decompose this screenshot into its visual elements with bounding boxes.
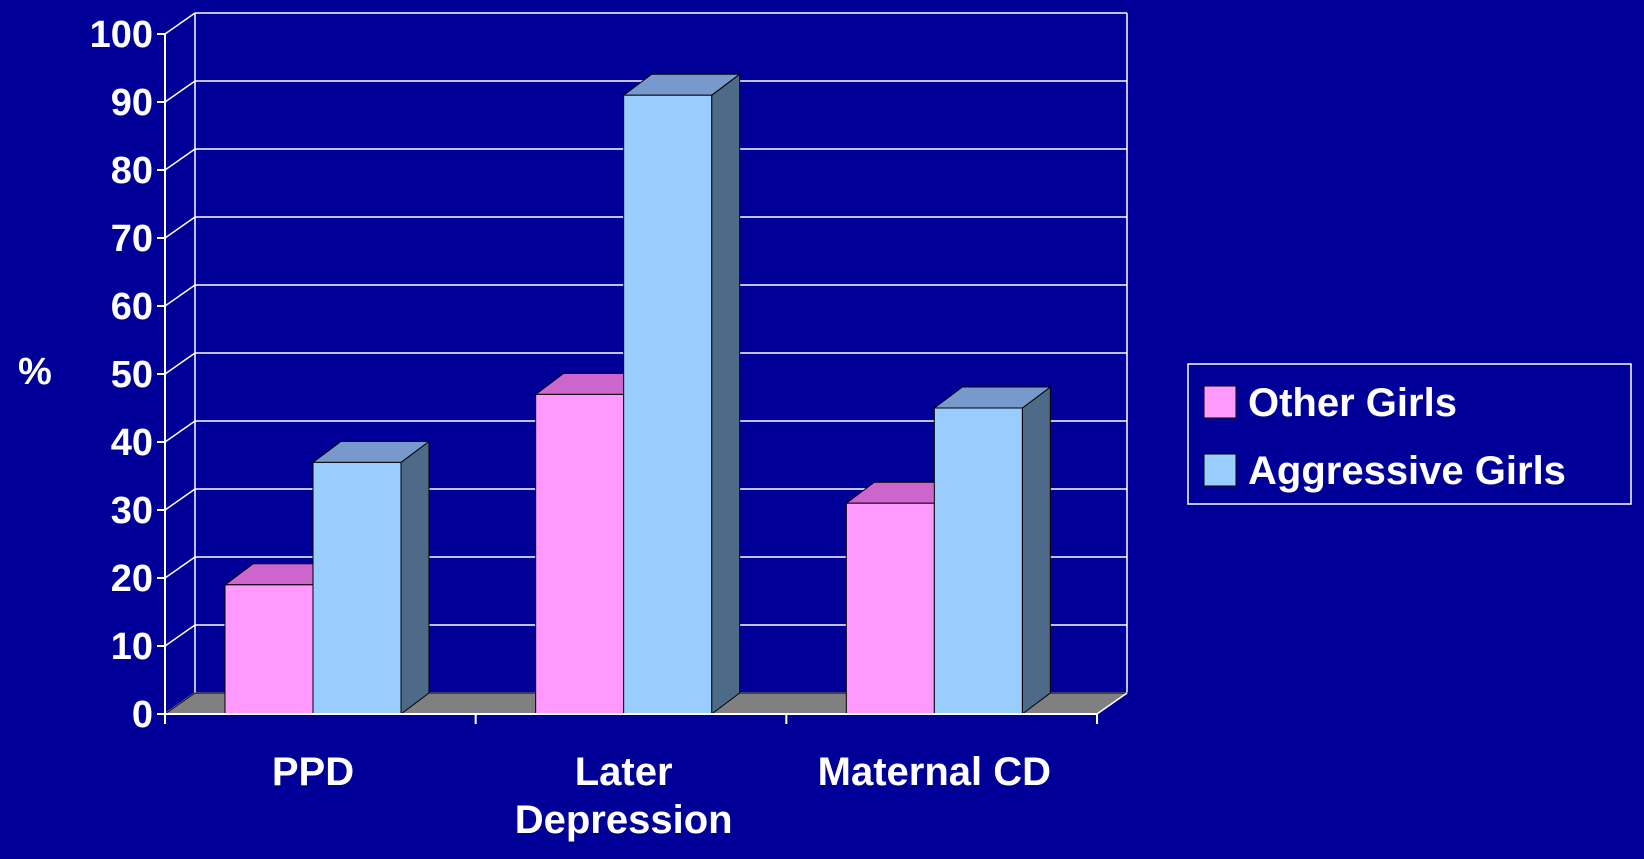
bar-side bbox=[711, 73, 741, 715]
bar-front bbox=[933, 407, 1023, 715]
y-axis: 0 10 20 30 40 50 60 70 80 90 100 bbox=[90, 14, 165, 736]
bar-front bbox=[535, 393, 625, 715]
floor-edge bbox=[1096, 692, 1128, 715]
x-tick-label-line: Later bbox=[575, 750, 673, 794]
y-tick-label: 20 bbox=[111, 558, 153, 600]
legend: Other Girls Aggressive Girls bbox=[1187, 363, 1632, 505]
gridline-wall bbox=[164, 216, 196, 239]
bar-aggressive-girls bbox=[932, 386, 1052, 715]
y-tick-label: 30 bbox=[111, 490, 153, 532]
bar-front bbox=[845, 502, 935, 715]
y-tick-label: 100 bbox=[90, 14, 153, 56]
y-tick-label: 0 bbox=[132, 694, 153, 736]
bar-aggressive-girls bbox=[311, 440, 431, 715]
bar-aggressive-girls bbox=[622, 73, 742, 715]
y-tick-label: 70 bbox=[111, 218, 153, 260]
bar-front bbox=[623, 94, 713, 715]
gridline-wall bbox=[164, 148, 196, 171]
bar-front bbox=[224, 584, 314, 715]
x-axis: PPD Later Depression Maternal CD bbox=[164, 714, 1098, 842]
gridline-wall bbox=[164, 12, 196, 35]
bar-front bbox=[312, 461, 402, 715]
x-tick-label-line: Maternal CD bbox=[818, 750, 1051, 794]
legend-swatch bbox=[1203, 453, 1237, 487]
legend-label: Aggressive Girls bbox=[1248, 449, 1566, 493]
gridline-wall bbox=[164, 352, 196, 375]
gridline-wall bbox=[164, 624, 196, 647]
y-axis-title: % bbox=[18, 351, 52, 393]
y-tick-label: 40 bbox=[111, 422, 153, 464]
y-tick-label: 10 bbox=[111, 626, 153, 668]
legend-item: Aggressive Girls bbox=[1203, 449, 1566, 493]
gridline-wall bbox=[164, 284, 196, 307]
gridline-wall bbox=[164, 488, 196, 511]
x-tick-label-line: PPD bbox=[272, 750, 354, 794]
legend-item: Other Girls bbox=[1203, 381, 1457, 425]
bar-side bbox=[1021, 386, 1051, 715]
y-tick-label: 60 bbox=[111, 286, 153, 328]
legend-swatch bbox=[1203, 385, 1237, 419]
x-tick-label: Later Depression bbox=[515, 750, 733, 842]
legend-box bbox=[1187, 363, 1632, 505]
x-tick-label-line: Depression bbox=[515, 798, 733, 842]
gridline-wall bbox=[164, 80, 196, 103]
bar-side bbox=[400, 440, 430, 715]
gridline-wall bbox=[164, 556, 196, 579]
legend-label: Other Girls bbox=[1248, 381, 1457, 425]
x-tick-label: PPD bbox=[272, 750, 354, 794]
bars bbox=[223, 73, 1052, 715]
x-tick-label: Maternal CD bbox=[818, 750, 1051, 794]
y-tick-label: 80 bbox=[111, 150, 153, 192]
gridline-wall bbox=[164, 420, 196, 443]
y-tick-label: 50 bbox=[111, 354, 153, 396]
y-tick-label: 90 bbox=[111, 82, 153, 124]
